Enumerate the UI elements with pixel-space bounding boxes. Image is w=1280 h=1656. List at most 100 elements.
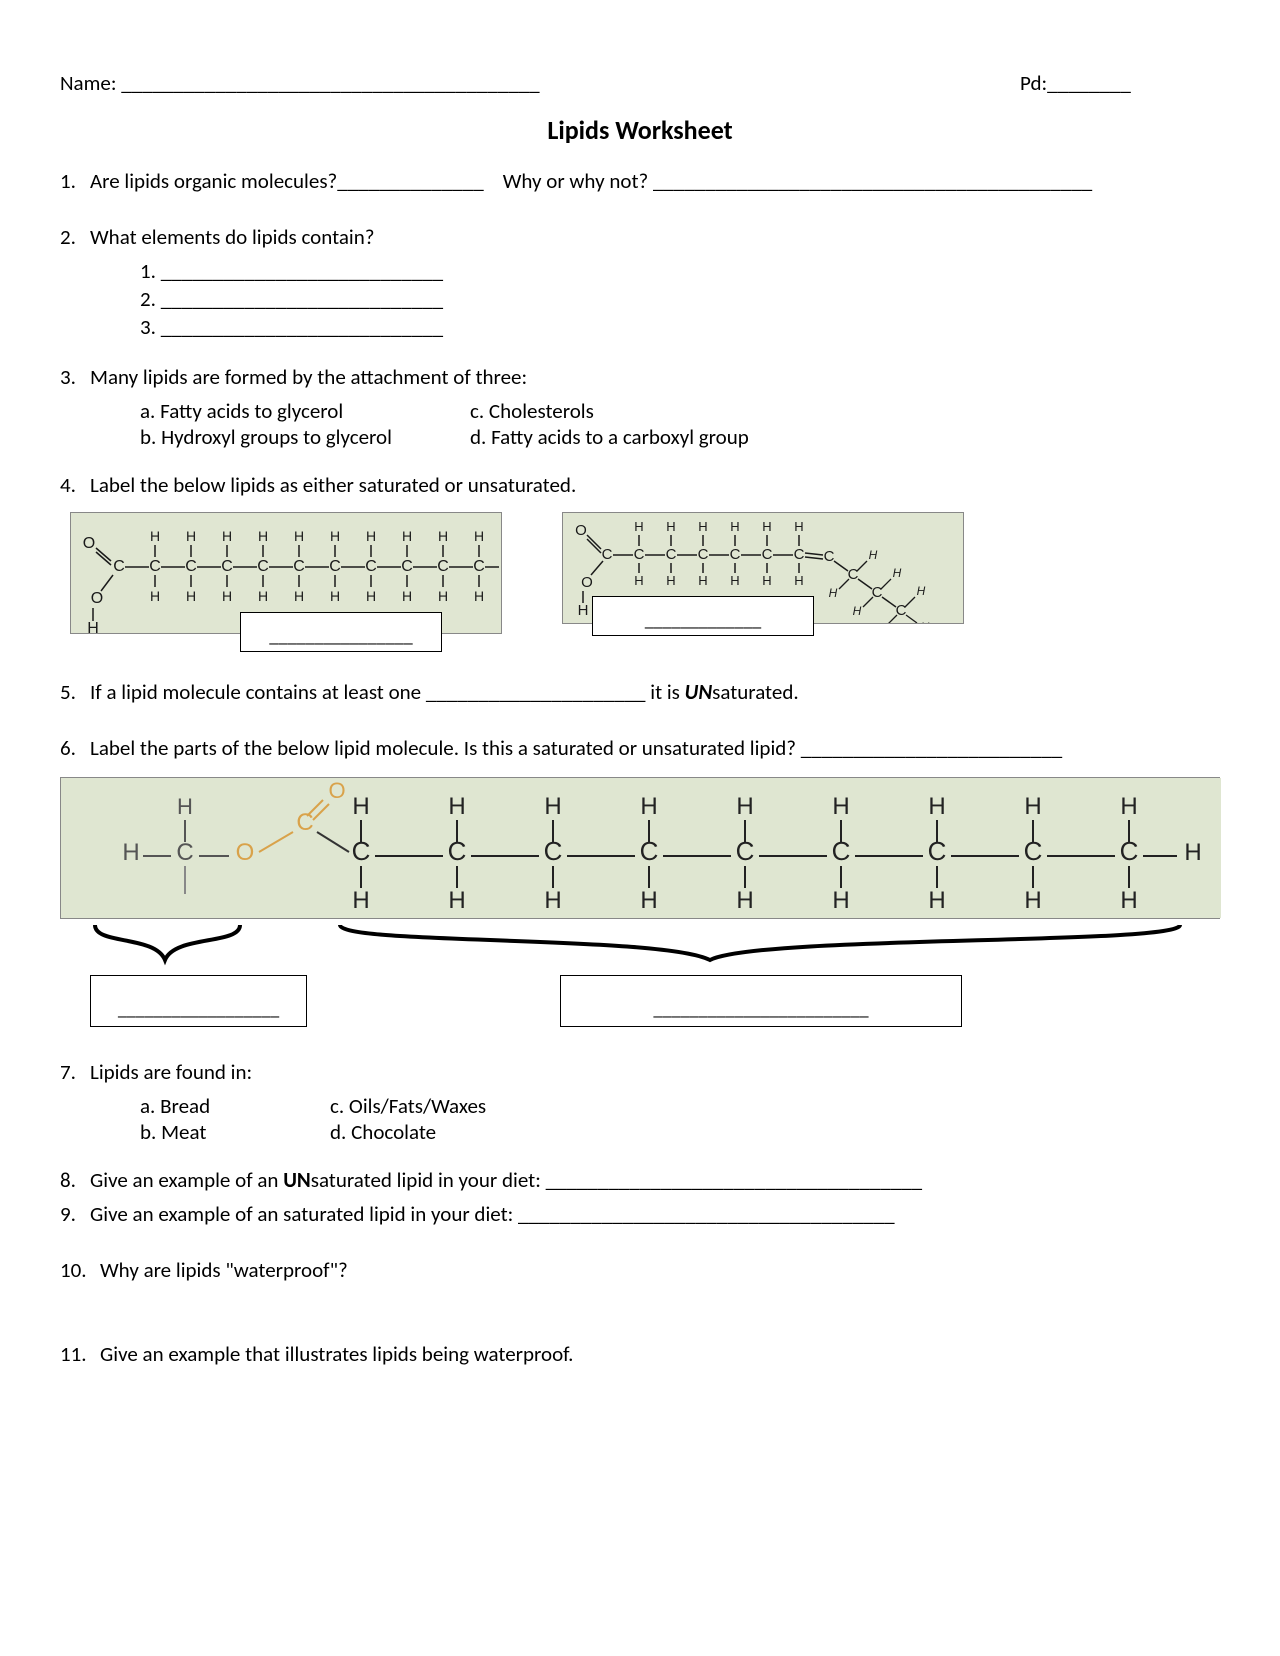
q1-num: 1. bbox=[60, 168, 90, 194]
q10-num: 10. bbox=[60, 1257, 100, 1283]
svg-text:H: H bbox=[352, 793, 369, 820]
svg-text:H: H bbox=[869, 548, 878, 562]
pd-field: Pd:________ bbox=[1020, 70, 1220, 96]
svg-text:C: C bbox=[848, 566, 859, 583]
svg-text:H: H bbox=[186, 588, 196, 604]
question-7: 7. Lipids are found in: bbox=[60, 1059, 1220, 1085]
q1-part-b: Why or why not? ________________________… bbox=[503, 168, 1093, 194]
q11-num: 11. bbox=[60, 1341, 100, 1367]
svg-text:C: C bbox=[221, 558, 233, 575]
q8-text: Give an example of an UNsaturated lipid … bbox=[90, 1167, 1220, 1193]
svg-text:O: O bbox=[236, 839, 255, 866]
svg-text:H: H bbox=[294, 588, 304, 604]
q2-text: What elements do lipids contain? bbox=[90, 224, 1220, 250]
q7-opt-b: b. Meat bbox=[140, 1119, 330, 1145]
svg-text:C: C bbox=[365, 558, 377, 575]
q7-options: a. Bread b. Meat c. Oils/Fats/Waxes d. C… bbox=[140, 1093, 1220, 1145]
svg-text:H: H bbox=[928, 793, 945, 820]
svg-text:O: O bbox=[91, 590, 103, 607]
question-11: 11. Give an example that illustrates lip… bbox=[60, 1341, 1220, 1367]
svg-text:C: C bbox=[437, 558, 449, 575]
svg-text:H: H bbox=[730, 573, 739, 588]
q5-part-b: saturated. bbox=[712, 679, 799, 705]
question-8: 8. Give an example of an UNsaturated lip… bbox=[60, 1167, 1220, 1193]
page-title: Lipids Worksheet bbox=[60, 114, 1220, 146]
svg-text:H: H bbox=[544, 887, 561, 914]
q2-sub-3: 3. ___________________________ bbox=[140, 314, 1220, 340]
svg-text:H: H bbox=[150, 588, 160, 604]
q2-sub-1: 1. ___________________________ bbox=[140, 258, 1220, 284]
q3-opt-d: d. Fatty acids to a carboxyl group bbox=[470, 424, 749, 450]
svg-text:H: H bbox=[150, 528, 160, 544]
q4-answer-box-2: _____________ bbox=[592, 596, 814, 636]
q5-text: If a lipid molecule contains at least on… bbox=[90, 679, 1220, 705]
q6-label-box-2: ________________________ bbox=[560, 975, 962, 1027]
svg-text:C: C bbox=[666, 546, 677, 563]
q6-blank-2: ________________________ bbox=[653, 998, 868, 1020]
svg-text:H: H bbox=[666, 519, 675, 534]
svg-text:H: H bbox=[1024, 793, 1041, 820]
q6-label-box-1: __________________ bbox=[90, 975, 307, 1027]
svg-text:H: H bbox=[634, 573, 643, 588]
svg-text:H: H bbox=[794, 573, 803, 588]
q4-structures: O C O H CHHCHHCHHCHHCHHCHHCHHCHHCHHC bbox=[70, 512, 1220, 639]
q3-opt-a: a. Fatty acids to glycerol bbox=[140, 398, 470, 424]
svg-text:H: H bbox=[438, 528, 448, 544]
svg-text:H: H bbox=[258, 588, 268, 604]
q3-opt-b: b. Hydroxyl groups to glycerol bbox=[140, 424, 470, 450]
svg-text:H: H bbox=[893, 566, 902, 580]
svg-text:H: H bbox=[258, 528, 268, 544]
svg-text:H: H bbox=[917, 584, 926, 598]
svg-text:H: H bbox=[177, 794, 193, 819]
q4-text: Label the below lipids as either saturat… bbox=[90, 472, 1220, 498]
svg-text:H: H bbox=[877, 622, 886, 624]
q2-subitems: 1. ___________________________ 2. ______… bbox=[140, 258, 1220, 340]
svg-text:H: H bbox=[853, 604, 862, 618]
svg-text:C: C bbox=[113, 558, 125, 575]
worksheet-page: Name: __________________________________… bbox=[0, 0, 1280, 1656]
q6-text: Label the parts of the below lipid molec… bbox=[90, 735, 1220, 761]
q7-opt-d: d. Chocolate bbox=[330, 1119, 486, 1145]
q8-num: 8. bbox=[60, 1167, 90, 1193]
svg-text:H: H bbox=[330, 588, 340, 604]
svg-text:H: H bbox=[402, 588, 412, 604]
q10-text: Why are lipids "waterproof"? bbox=[100, 1257, 1220, 1283]
q7-num: 7. bbox=[60, 1059, 90, 1085]
svg-text:H: H bbox=[366, 588, 376, 604]
svg-text:O: O bbox=[328, 778, 345, 803]
svg-text:H: H bbox=[474, 588, 484, 604]
q8-part-a: Give an example of an bbox=[90, 1167, 283, 1193]
q3-text: Many lipids are formed by the attachment… bbox=[90, 364, 1220, 390]
svg-text:H: H bbox=[222, 588, 232, 604]
svg-text:H: H bbox=[578, 602, 589, 619]
svg-text:H: H bbox=[640, 887, 657, 914]
question-9: 9. Give an example of an saturated lipid… bbox=[60, 1201, 1220, 1227]
svg-text:H: H bbox=[448, 793, 465, 820]
question-6: 6. Label the parts of the below lipid mo… bbox=[60, 735, 1220, 761]
svg-text:H: H bbox=[448, 887, 465, 914]
q9-text: Give an example of an saturated lipid in… bbox=[90, 1201, 1220, 1227]
q1-part-a: Are lipids organic molecules?___________… bbox=[90, 168, 484, 194]
q6-braces: __________________ _____________________… bbox=[60, 919, 1220, 1059]
svg-text:H: H bbox=[438, 588, 448, 604]
q4-num: 4. bbox=[60, 472, 90, 498]
q3-options: a. Fatty acids to glycerol b. Hydroxyl g… bbox=[140, 398, 1220, 450]
svg-text:H: H bbox=[186, 528, 196, 544]
q5-un: UN bbox=[685, 679, 713, 705]
q5-part-a: If a lipid molecule contains at least on… bbox=[90, 679, 685, 705]
svg-text:C: C bbox=[401, 558, 413, 575]
q2-num: 2. bbox=[60, 224, 90, 250]
q4-blank-1: ________________ bbox=[269, 625, 412, 647]
svg-text:H: H bbox=[544, 793, 561, 820]
q5-num: 5. bbox=[60, 679, 90, 705]
svg-text:C: C bbox=[185, 558, 197, 575]
q6-num: 6. bbox=[60, 735, 90, 761]
svg-text:H: H bbox=[366, 528, 376, 544]
svg-text:H: H bbox=[1120, 887, 1137, 914]
header-row: Name: __________________________________… bbox=[60, 70, 1220, 96]
svg-text:H: H bbox=[921, 620, 930, 624]
svg-text:H: H bbox=[698, 519, 707, 534]
svg-text:C: C bbox=[730, 546, 741, 563]
svg-text:H: H bbox=[1184, 839, 1201, 866]
svg-text:H: H bbox=[928, 887, 945, 914]
